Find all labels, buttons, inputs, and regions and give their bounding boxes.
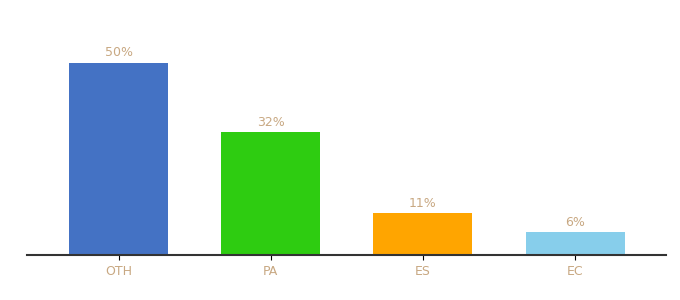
Text: 6%: 6% <box>565 216 585 229</box>
Bar <box>373 213 473 255</box>
Text: 50%: 50% <box>105 46 133 59</box>
Bar <box>69 62 168 255</box>
Bar <box>526 232 624 255</box>
Text: 11%: 11% <box>409 196 437 210</box>
Bar <box>221 132 320 255</box>
Text: 32%: 32% <box>257 116 284 129</box>
